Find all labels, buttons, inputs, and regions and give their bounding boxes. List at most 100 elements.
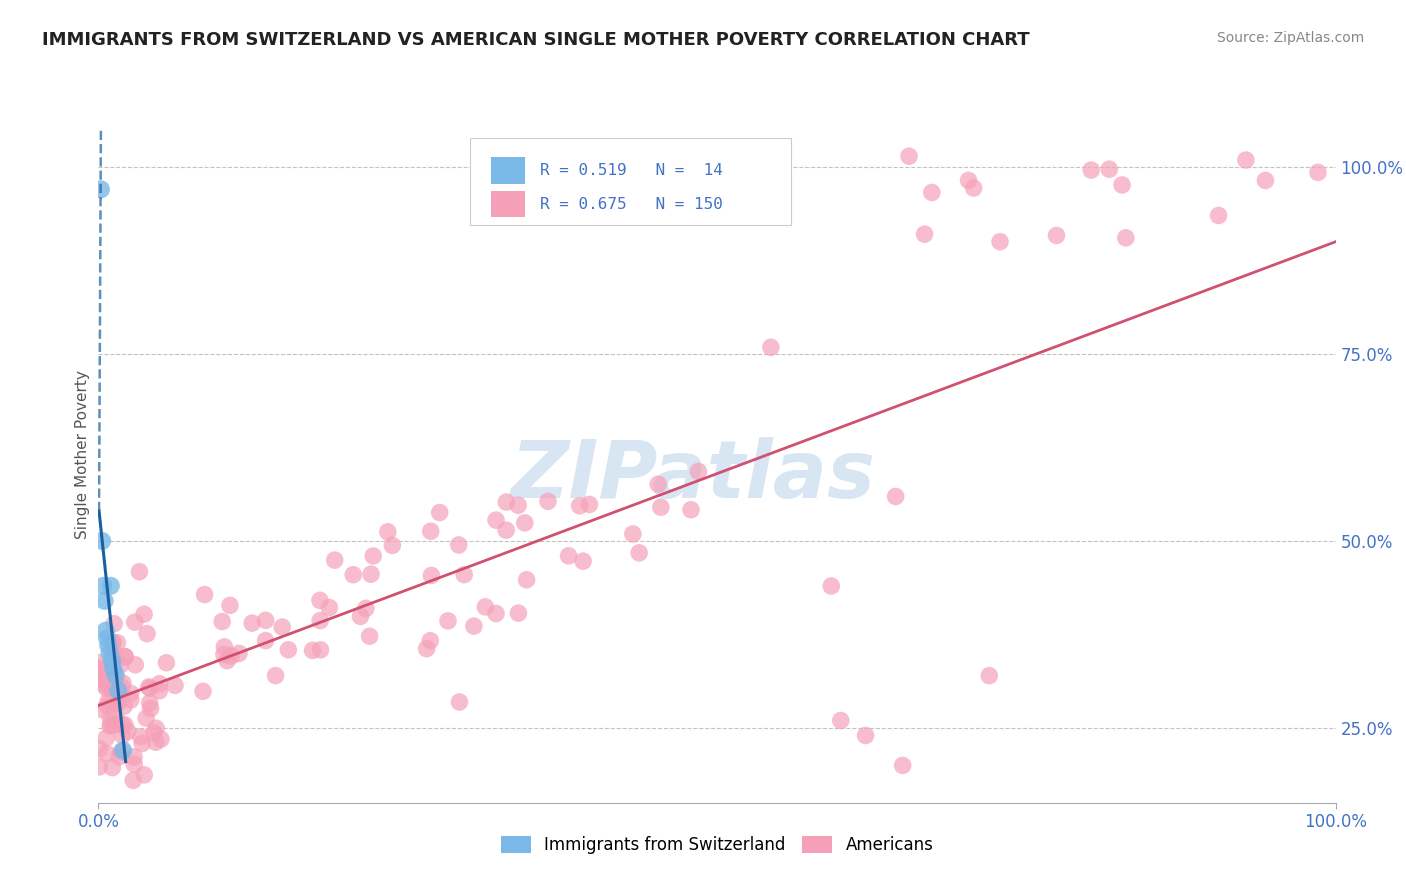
Point xyxy=(572,554,595,568)
Point xyxy=(914,227,936,242)
Point xyxy=(101,654,124,668)
Point xyxy=(359,629,381,643)
Point xyxy=(342,567,364,582)
Point xyxy=(759,340,782,354)
Point xyxy=(163,678,186,692)
Point xyxy=(98,711,121,725)
Point xyxy=(214,640,236,654)
Point xyxy=(621,527,644,541)
Point xyxy=(568,499,591,513)
Point xyxy=(277,642,299,657)
Point xyxy=(120,686,142,700)
Point xyxy=(212,648,235,662)
Point xyxy=(100,718,122,732)
Point xyxy=(254,633,277,648)
Point xyxy=(354,601,377,615)
Point xyxy=(139,701,162,715)
Point xyxy=(110,745,132,759)
Point xyxy=(963,181,986,195)
Point xyxy=(360,567,382,582)
Point xyxy=(142,726,165,740)
Point xyxy=(381,538,404,552)
Point xyxy=(134,768,156,782)
Point xyxy=(1115,231,1137,245)
Point xyxy=(557,549,579,563)
Text: Source: ZipAtlas.com: Source: ZipAtlas.com xyxy=(1216,31,1364,45)
Point xyxy=(628,546,651,560)
Point xyxy=(117,724,139,739)
Point xyxy=(103,672,125,686)
Point xyxy=(516,573,538,587)
Point xyxy=(495,523,517,537)
Point xyxy=(148,677,170,691)
Point xyxy=(1045,228,1067,243)
Point xyxy=(820,579,842,593)
Point xyxy=(101,761,124,775)
Point xyxy=(474,599,496,614)
Point xyxy=(1111,178,1133,192)
Point xyxy=(647,477,669,491)
Point xyxy=(148,683,170,698)
Point xyxy=(96,631,118,645)
Point xyxy=(1234,153,1257,167)
Point xyxy=(149,732,172,747)
FancyBboxPatch shape xyxy=(491,157,526,184)
Point xyxy=(110,657,132,672)
Point xyxy=(103,661,125,675)
Point xyxy=(96,698,118,713)
Point xyxy=(93,594,115,608)
Point xyxy=(101,635,124,649)
Point xyxy=(419,633,441,648)
Point xyxy=(830,714,852,728)
Point xyxy=(107,697,129,711)
Point xyxy=(89,662,111,676)
Point xyxy=(688,465,710,479)
Point xyxy=(124,615,146,629)
Point xyxy=(90,182,112,196)
Point xyxy=(219,599,242,613)
Point xyxy=(96,681,118,696)
Point xyxy=(453,567,475,582)
Point xyxy=(240,616,263,631)
Point xyxy=(309,614,332,628)
Point xyxy=(139,681,162,696)
Point xyxy=(100,681,122,696)
Point xyxy=(104,717,127,731)
Point xyxy=(89,673,111,687)
Point xyxy=(105,636,128,650)
Point xyxy=(1208,209,1230,223)
Point xyxy=(1306,165,1329,179)
Point xyxy=(89,661,111,675)
Point xyxy=(89,760,111,774)
Point xyxy=(89,742,111,756)
Point xyxy=(112,676,135,690)
Point xyxy=(108,749,131,764)
Point xyxy=(120,693,142,707)
Point xyxy=(650,500,672,515)
Point xyxy=(485,513,508,527)
Point xyxy=(129,730,152,744)
Text: ZIPatlas: ZIPatlas xyxy=(510,437,875,515)
Point xyxy=(107,683,129,698)
Point xyxy=(145,735,167,749)
Point xyxy=(103,616,125,631)
Point xyxy=(361,549,384,563)
Point xyxy=(96,675,118,690)
Point xyxy=(124,657,146,672)
Point xyxy=(96,747,118,761)
Point xyxy=(377,524,399,539)
Point xyxy=(301,643,323,657)
Text: R = 0.675   N = 150: R = 0.675 N = 150 xyxy=(540,196,723,211)
Point xyxy=(94,624,117,638)
Point xyxy=(100,579,122,593)
Text: IMMIGRANTS FROM SWITZERLAND VS AMERICAN SINGLE MOTHER POVERTY CORRELATION CHART: IMMIGRANTS FROM SWITZERLAND VS AMERICAN … xyxy=(42,31,1029,49)
Point xyxy=(104,668,127,682)
Point xyxy=(91,703,114,717)
Point xyxy=(124,757,146,772)
Point xyxy=(93,579,115,593)
Point xyxy=(90,673,112,687)
FancyBboxPatch shape xyxy=(491,191,526,218)
Point xyxy=(485,607,508,621)
Point xyxy=(101,635,124,649)
Point xyxy=(98,719,121,733)
